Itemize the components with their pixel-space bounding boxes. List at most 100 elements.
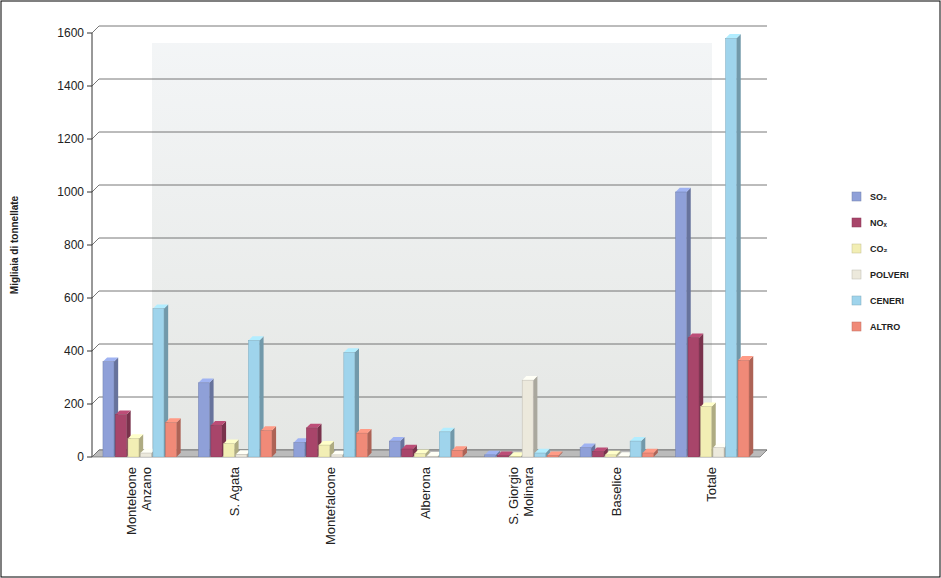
- grid-line: [99, 26, 767, 27]
- bar-top: [319, 441, 334, 445]
- tick-label: 1200: [57, 132, 84, 146]
- tick-label: 1400: [57, 79, 84, 93]
- axis-title: Migliaia di tonnellate: [9, 195, 20, 294]
- tick: [87, 457, 92, 458]
- bar-top: [497, 451, 512, 455]
- legend-label: CO₂: [870, 244, 888, 254]
- bar-top: [165, 418, 180, 422]
- bar-top: [605, 451, 620, 455]
- bar-top: [630, 437, 645, 441]
- bar-top: [593, 448, 608, 452]
- category-label-line: S. Giorgio: [506, 467, 521, 525]
- bar-top: [535, 449, 550, 453]
- category-label-line: Baselice: [609, 467, 624, 516]
- bar-top: [701, 402, 716, 406]
- grid-line: [92, 344, 99, 351]
- bar: [153, 309, 164, 457]
- bar-top: [389, 437, 404, 441]
- bar-side: [749, 356, 753, 457]
- bar-top: [211, 421, 226, 425]
- legend-label: NOₓ: [870, 218, 888, 228]
- bar: [485, 455, 496, 457]
- bar-top: [580, 444, 595, 448]
- bar-top: [261, 426, 276, 430]
- tick: [87, 86, 92, 87]
- bar: [248, 340, 259, 457]
- category-label-line: Alberona: [418, 466, 433, 519]
- category-label: S. GiorgioMolinara: [506, 466, 536, 525]
- grid-line: [99, 185, 767, 186]
- bar-top: [452, 446, 467, 450]
- bar-side: [176, 418, 180, 457]
- bar-side: [533, 376, 537, 457]
- bar-top: [439, 428, 454, 432]
- bar: [713, 448, 724, 457]
- tick-label: 400: [64, 344, 84, 358]
- bar-top: [128, 434, 143, 438]
- chart: 02004006008001000120014001600Migliaia di…: [0, 0, 941, 578]
- bar-top: [103, 357, 118, 361]
- legend-label: SO₂: [870, 192, 887, 202]
- bar-top: [726, 34, 741, 38]
- bar: [497, 456, 508, 457]
- legend-swatch: [852, 296, 861, 305]
- floor: [92, 450, 767, 457]
- bar: [236, 454, 247, 457]
- bar: [618, 456, 629, 457]
- legend-label: CENERI: [870, 296, 904, 306]
- bar-top: [522, 376, 537, 380]
- bar: [103, 362, 114, 457]
- bar: [738, 360, 749, 457]
- tick: [87, 298, 92, 299]
- bar: [198, 383, 209, 457]
- bar: [261, 431, 272, 458]
- bar: [165, 423, 176, 457]
- bar-top: [485, 451, 500, 455]
- bar-top: [153, 304, 168, 308]
- tick: [87, 139, 92, 140]
- tick: [87, 33, 92, 34]
- bar-side: [272, 426, 276, 457]
- legend-swatch: [852, 192, 861, 201]
- bar: [128, 438, 139, 457]
- category-label-line: S. Agata: [227, 466, 242, 516]
- grid-line: [92, 79, 99, 86]
- bar-top: [643, 449, 658, 453]
- bar: [427, 456, 438, 457]
- legend-swatch: [852, 218, 861, 227]
- grid-line: [92, 26, 99, 33]
- bars: [103, 34, 753, 457]
- bar: [402, 449, 413, 457]
- grid-line: [92, 132, 99, 139]
- category-label: Baselice: [609, 467, 624, 516]
- bar: [688, 338, 699, 457]
- bar: [676, 192, 687, 457]
- bar: [522, 380, 533, 457]
- bar-top: [688, 334, 703, 338]
- category-label-line: Totale: [704, 467, 719, 502]
- tick-label: 800: [64, 238, 84, 252]
- tick: [87, 245, 92, 246]
- legend-label: ALTRO: [870, 322, 900, 332]
- bar: [580, 448, 591, 457]
- bar-top: [402, 445, 417, 449]
- grid-line: [92, 238, 99, 245]
- category-label: S. Agata: [227, 466, 242, 516]
- bar: [701, 407, 712, 457]
- bar-top: [223, 440, 238, 444]
- legend-label: POLVERI: [870, 270, 909, 280]
- tick: [87, 351, 92, 352]
- bar: [115, 415, 126, 457]
- category-label: Alberona: [418, 466, 433, 519]
- bar: [510, 456, 521, 457]
- tick: [87, 404, 92, 405]
- bar: [643, 453, 654, 457]
- legend-swatch: [852, 270, 861, 279]
- bar-top: [306, 424, 321, 428]
- bar-top: [676, 188, 691, 192]
- bar: [344, 352, 355, 457]
- category-label-line: Montefalcone: [323, 467, 338, 545]
- grid-line: [99, 79, 767, 80]
- category-label-line: Molinara: [521, 466, 536, 517]
- tick-label: 1000: [57, 185, 84, 199]
